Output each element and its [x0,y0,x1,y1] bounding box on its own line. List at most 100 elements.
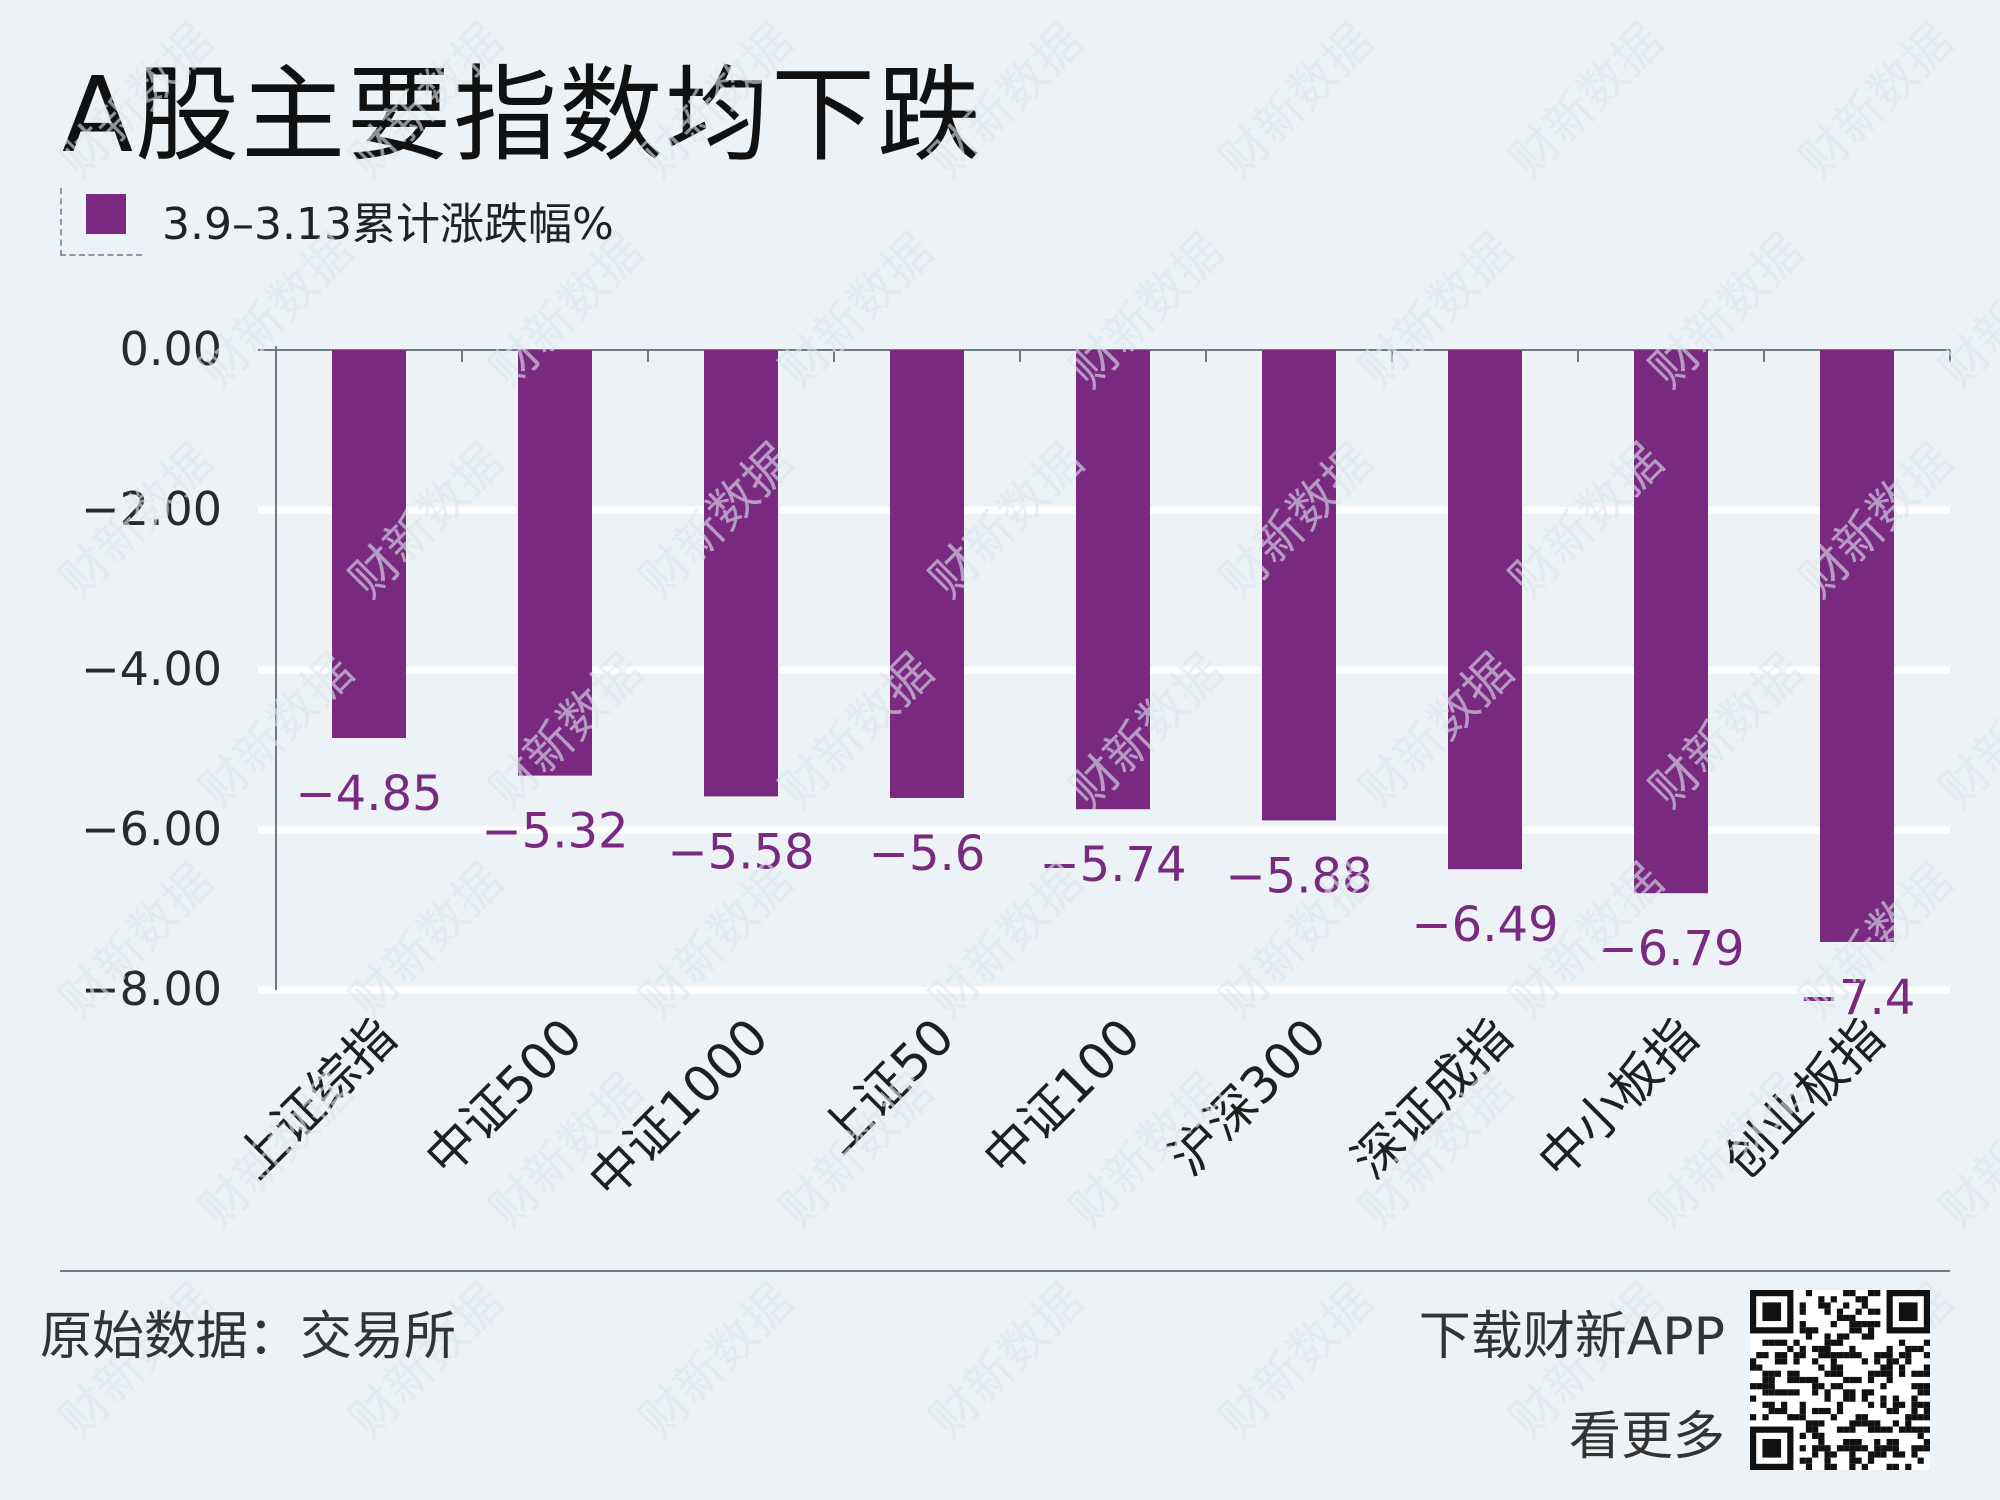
qr-module [1911,1451,1918,1458]
bar [1448,350,1522,870]
qr-module [1812,1451,1819,1458]
qr-module [1824,1445,1831,1452]
qr-module [1824,1451,1831,1458]
qr-module [1818,1296,1825,1303]
qr-module [1861,1463,1868,1470]
qr-module [1849,1389,1856,1396]
qr-module [1843,1314,1850,1322]
data-label: −7.4 [1799,970,1916,1026]
qr-module [1874,1290,1881,1297]
data-label: −5.88 [1225,848,1372,904]
qr-module [1750,1414,1757,1421]
qr-module [1768,1407,1775,1415]
qr-module [1762,1389,1769,1396]
qr-module [1855,1321,1862,1328]
qr-module [1805,1426,1813,1433]
qr-module [1886,1426,1893,1433]
qr-module [1886,1445,1893,1452]
qr-module [1874,1451,1881,1458]
qr-module [1874,1370,1881,1377]
qr-module [1830,1383,1837,1390]
qr-module [1843,1302,1850,1309]
qr-module [1830,1451,1837,1458]
qr-module [1812,1389,1819,1396]
qr-module [1824,1389,1831,1396]
qr-module [1905,1352,1912,1359]
qr-module [1805,1457,1813,1464]
qr-module [1818,1345,1825,1353]
qr-module [1855,1376,1862,1384]
qr-module [1768,1370,1775,1377]
bar [1820,350,1894,942]
qr-module [1855,1445,1862,1452]
qr-module [1836,1407,1844,1415]
watermark-text: 财新数据 [1789,13,1964,188]
qr-module [1923,1438,1930,1446]
qr-module [1886,1364,1893,1371]
qr-module [1867,1420,1875,1427]
qr-module [1799,1321,1806,1328]
qr-module [1774,1407,1782,1415]
qr-module [1923,1339,1930,1346]
qr-module [1898,1302,1918,1322]
qr-module [1886,1407,1893,1415]
qr-module [1861,1445,1868,1452]
watermark-text: 财新数据 [49,13,224,188]
qr-module [1799,1432,1806,1439]
qr-module [1818,1302,1825,1309]
watermark-text: 财新数据 [1639,223,1814,398]
qr-module [1867,1426,1875,1433]
qr-module [1911,1401,1918,1408]
data-label: −5.58 [667,824,814,880]
qr-module [1849,1395,1856,1402]
qr-module [1861,1389,1868,1396]
qr-module [1836,1352,1844,1359]
qr-module [1750,1364,1757,1371]
qr-module [1799,1401,1806,1408]
qr-module [1867,1370,1875,1377]
qr-module [1849,1463,1856,1470]
qr-module [1911,1445,1918,1452]
qr-module [1917,1414,1924,1421]
qr-module [1812,1407,1819,1415]
qr-module [1867,1327,1875,1334]
qr-module [1781,1358,1788,1365]
qr-module [1861,1321,1868,1328]
qr-module [1824,1457,1831,1464]
qr-module [1762,1401,1769,1408]
qr-module [1886,1345,1893,1353]
qr-module [1750,1395,1757,1402]
qr-module [1923,1414,1930,1421]
y-tick-label: 0.00 [120,322,222,376]
qr-module [1793,1389,1800,1396]
qr-module [1793,1339,1800,1346]
qr-module [1861,1302,1868,1309]
bar [1076,350,1150,810]
qr-module [1898,1401,1906,1408]
qr-module [1818,1352,1825,1359]
qr-module [1917,1383,1924,1390]
qr-module [1849,1345,1856,1353]
qr-module [1898,1451,1906,1458]
qr-module [1874,1445,1881,1452]
qr-module [1812,1376,1819,1384]
qr-module [1905,1426,1912,1433]
legend-bracket [60,188,142,256]
qr-module [1886,1463,1893,1470]
watermark-text: 财新数据 [189,1063,364,1238]
qr-module [1892,1395,1899,1402]
watermark-text: 财新数据 [1209,1273,1384,1448]
chart-title: A股主要指数均下跌 [62,54,984,176]
qr-module [1843,1438,1850,1446]
qr-module [1843,1290,1850,1297]
watermark-text: 财新数据 [1929,223,2000,398]
qr-module [1923,1389,1930,1396]
qr-code-icon[interactable] [1750,1290,1930,1470]
qr-module [1874,1308,1881,1315]
qr-module [1805,1290,1813,1297]
qr-module [1818,1432,1825,1439]
qr-module [1898,1364,1906,1371]
qr-module [1843,1333,1850,1340]
qr-module [1830,1370,1837,1377]
qr-module [1855,1414,1862,1421]
